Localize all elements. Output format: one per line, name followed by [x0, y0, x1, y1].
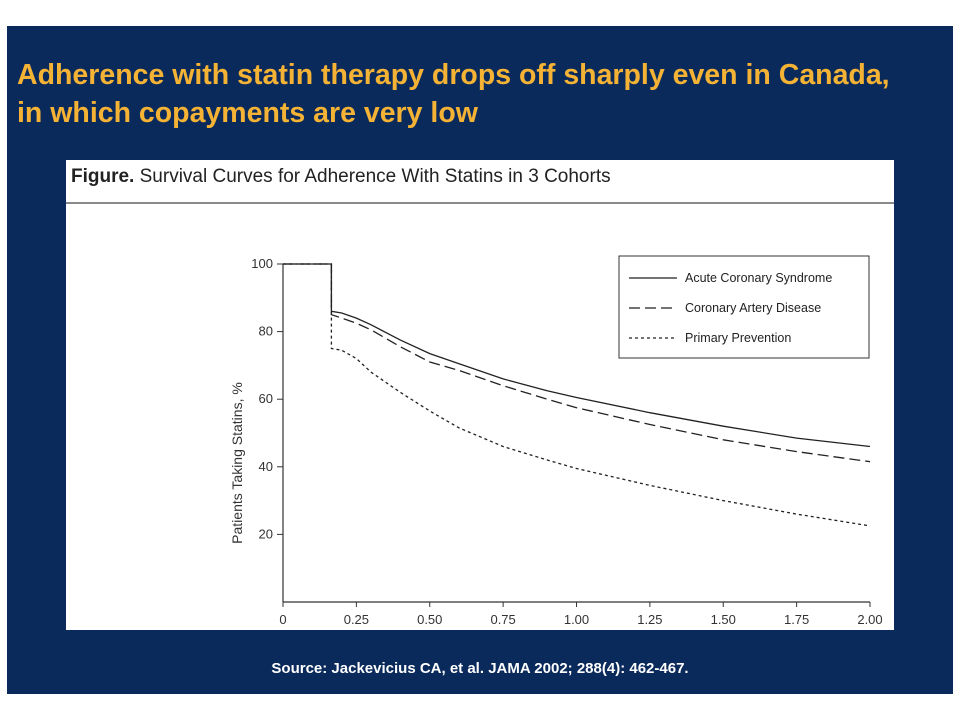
- series-line-dotted: [283, 263, 871, 527]
- series-lines: [283, 263, 871, 527]
- series-line-dashed: [283, 263, 871, 463]
- x-tick-label: 1.75: [784, 612, 809, 627]
- y-tick-label: 60: [259, 391, 273, 406]
- survival-chart: 20 40 60 80 100 0 0.25 0.50 0.75 1.00 1.25 1.50 1.75…: [229, 255, 883, 627]
- figure-panel: Figure. Survival Curves for Adherence Wi…: [66, 160, 894, 630]
- x-tick-label: 0.50: [417, 612, 442, 627]
- x-tick-label: 2.00: [857, 612, 882, 627]
- figure-caption: Figure. Survival Curves for Adherence Wi…: [71, 166, 611, 188]
- y-tick-label: 40: [259, 459, 273, 474]
- axes: [277, 263, 871, 607]
- x-tick-label: 0: [279, 612, 286, 627]
- legend: Acute Coronary Syndrome Coronary Artery D…: [618, 255, 870, 359]
- figure-label: Figure.: [71, 166, 135, 187]
- y-axis-label: Patients Taking Statins, %: [229, 382, 245, 544]
- legend-entry-label: Primary Prevention: [685, 331, 791, 345]
- x-tick-label: 1.25: [637, 612, 662, 627]
- legend-box: [618, 255, 870, 359]
- legend-entry-label: Coronary Artery Disease: [685, 301, 821, 315]
- x-tick-label: 1.00: [564, 612, 589, 627]
- tick-labels: 20 40 60 80 100 0 0.25 0.50 0.75 1.00 1.25 1.50 1.75…: [229, 256, 883, 627]
- slide-title: Adherence with statin therapy drops off …: [17, 59, 890, 129]
- x-tick-label: 0.25: [344, 612, 369, 627]
- x-tick-label: 0.75: [490, 612, 515, 627]
- y-tick-label: 20: [259, 526, 273, 541]
- x-tick-label: 1.50: [711, 612, 736, 627]
- source-citation: Source: Jackevicius CA, et al. JAMA 2002…: [271, 660, 689, 677]
- figure-caption-text: Survival Curves for Adherence With Stati…: [139, 166, 611, 187]
- figure-divider: [66, 202, 894, 204]
- y-tick-label: 80: [259, 324, 273, 339]
- slide-background: Adherence with statin therapy drops off …: [7, 26, 953, 694]
- y-tick-label: 100: [251, 256, 273, 271]
- legend-entry-label: Acute Coronary Syndrome: [685, 271, 832, 285]
- series-line-solid: [283, 263, 871, 448]
